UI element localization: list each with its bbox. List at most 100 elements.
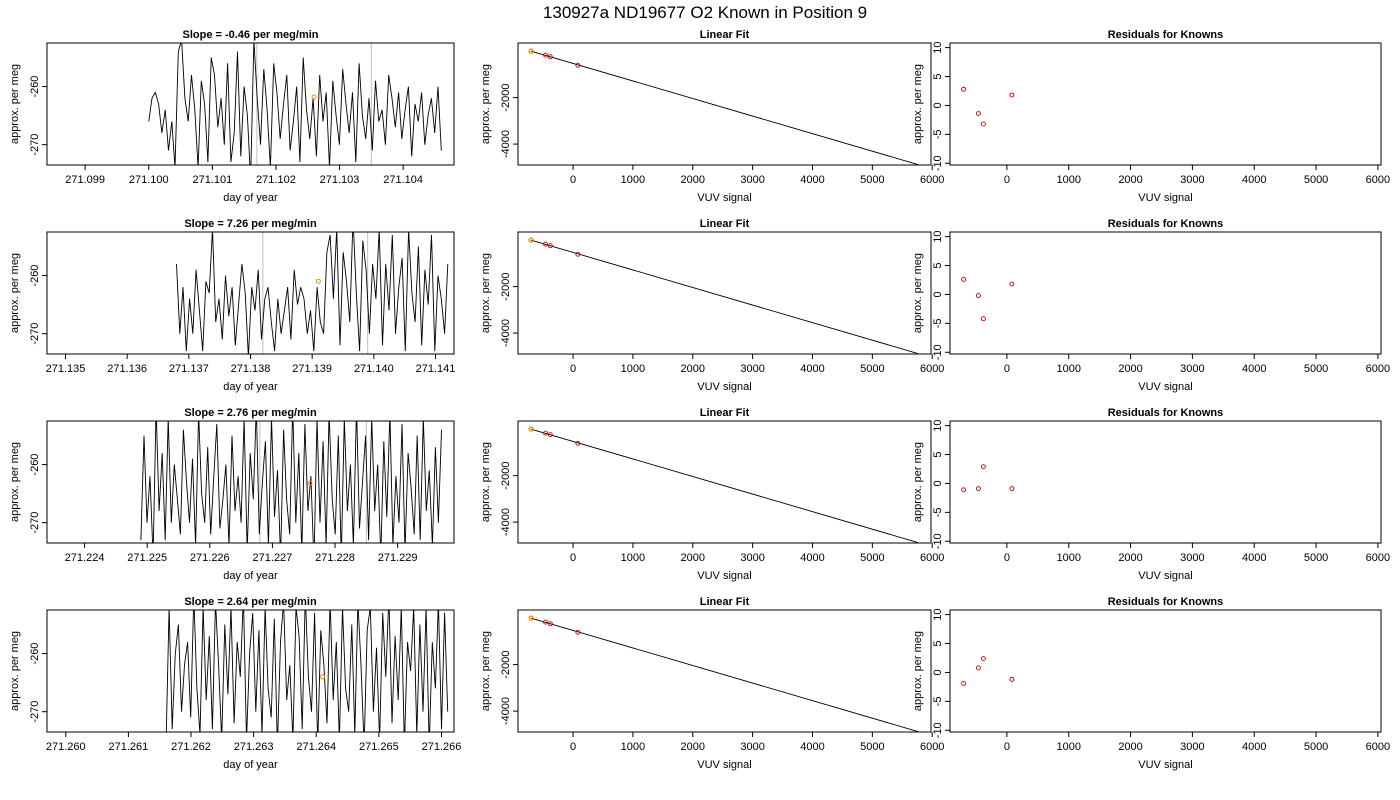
known-point xyxy=(543,52,548,58)
y-tick-label: -5 xyxy=(932,696,944,706)
x-tick-label: 2000 xyxy=(681,363,705,375)
x-tick-label: 5000 xyxy=(860,363,884,375)
x-tick-label: 3000 xyxy=(740,363,764,375)
plot-frame xyxy=(46,609,455,733)
known-point xyxy=(575,251,581,257)
panel-r2-time: Slope = 7.26 per meg/min 271.135 271.136 27… xyxy=(9,218,455,393)
y-tick-label: 10 xyxy=(932,420,944,432)
y-tick-label: -5 xyxy=(932,129,944,139)
x-tick-label: 6000 xyxy=(1366,552,1390,564)
x-tick-label: 1000 xyxy=(621,363,645,375)
x-tick-label: 0 xyxy=(1004,174,1010,186)
known-point xyxy=(547,621,553,627)
y-tick-label: 10 xyxy=(932,42,944,54)
y-axis-label: approx. per meg xyxy=(480,442,492,522)
panel-title: Linear Fit xyxy=(700,29,750,41)
x-tick-label: 271.140 xyxy=(354,363,394,375)
mean-marker xyxy=(307,480,313,486)
plot-frame xyxy=(517,231,932,355)
panel-r2-resid: Residuals for Knowns 0 1000 2000 3000 4000 500… xyxy=(912,218,1390,393)
x-tick-label: 6000 xyxy=(1366,174,1390,186)
plot-area xyxy=(961,464,1015,493)
plot-frame xyxy=(46,420,455,544)
x-tick-label: 6000 xyxy=(920,552,944,564)
x-tick-label: 5000 xyxy=(1304,174,1328,186)
plot-area xyxy=(528,237,918,354)
known-point xyxy=(547,243,553,249)
panel-title: Residuals for Knowns xyxy=(1108,29,1224,41)
x-tick-label: 2000 xyxy=(681,174,705,186)
x-tick-label: 4000 xyxy=(1242,363,1266,375)
y-tick-label: 5 xyxy=(932,451,944,457)
plot-frame xyxy=(517,420,932,544)
y-tick-label: -260 xyxy=(29,76,41,98)
x-tick-label: 271.228 xyxy=(315,552,355,564)
known-point xyxy=(543,430,548,436)
x-tick-label: 3000 xyxy=(740,741,764,753)
x-tick-label: 271.227 xyxy=(253,552,293,564)
panel-r1-fit: Linear Fit 0 1000 2000 3000 4000 5000 6000 -2000… xyxy=(480,29,944,204)
panel-r2-fit: Linear Fit 0 1000 2000 3000 4000 5000 6000 -2000… xyxy=(480,218,944,393)
residual-point xyxy=(975,111,981,116)
x-tick-label: 3000 xyxy=(1180,174,1204,186)
x-tick-label: 4000 xyxy=(800,741,824,753)
panel-r4-resid: Residuals for Knowns 0 1000 2000 3000 4000 500… xyxy=(912,596,1390,771)
y-tick-label: -4000 xyxy=(500,319,512,347)
x-tick-label: 271.224 xyxy=(65,552,105,564)
x-tick-label: 5000 xyxy=(1304,741,1328,753)
panel-r3-resid: Residuals for Knowns 0 1000 2000 3000 4000 500… xyxy=(912,407,1390,582)
x-tick-label: 1000 xyxy=(1056,174,1080,186)
current-point xyxy=(528,48,534,54)
x-tick-label: 4000 xyxy=(800,552,824,564)
x-tick-label: 6000 xyxy=(920,741,944,753)
residual-point xyxy=(961,276,967,282)
x-tick-label: 6000 xyxy=(920,363,944,375)
x-tick-label: 2000 xyxy=(1118,741,1142,753)
current-point xyxy=(528,237,534,243)
signal-trace xyxy=(176,232,449,354)
x-tick-label: 1000 xyxy=(1056,741,1080,753)
y-tick-label: 10 xyxy=(932,231,944,243)
current-point xyxy=(528,426,534,432)
x-tick-label: 271.226 xyxy=(190,552,230,564)
y-tick-label: -2000 xyxy=(500,273,512,301)
panel-title: Residuals for Knowns xyxy=(1108,596,1224,608)
x-tick-label: 3000 xyxy=(740,174,764,186)
panel-title: Linear Fit xyxy=(700,218,750,230)
x-axis-label: VUV signal xyxy=(697,192,751,204)
x-tick-label: 271.137 xyxy=(169,363,209,375)
y-axis-label: approx. per meg xyxy=(912,64,924,144)
x-tick-label: 0 xyxy=(570,552,576,564)
y-tick-label: -4000 xyxy=(500,697,512,725)
y-tick-label: 0 xyxy=(932,291,944,297)
x-tick-label: 271.263 xyxy=(234,741,274,753)
y-axis-label: approx. per meg xyxy=(9,253,21,333)
x-tick-label: 5000 xyxy=(1304,552,1328,564)
fit-line xyxy=(531,428,918,543)
plot-frame xyxy=(46,231,455,355)
x-tick-label: 0 xyxy=(570,174,576,186)
x-axis-label: VUV signal xyxy=(1138,759,1192,771)
plot-area xyxy=(961,276,1015,322)
y-tick-label: -4000 xyxy=(500,508,512,536)
y-tick-label: -260 xyxy=(29,454,41,476)
x-tick-label: 1000 xyxy=(621,552,645,564)
y-axis-label: approx. per meg xyxy=(912,442,924,522)
plot-frame xyxy=(517,42,932,166)
x-tick-label: 271.136 xyxy=(107,363,147,375)
y-axis-label: approx. per meg xyxy=(9,442,21,522)
x-tick-label: 6000 xyxy=(1366,363,1390,375)
x-axis-label: VUV signal xyxy=(1138,570,1192,582)
plot-area xyxy=(528,615,918,732)
x-tick-label: 2000 xyxy=(1118,363,1142,375)
x-tick-label: 5000 xyxy=(860,741,884,753)
plot-area xyxy=(961,86,1015,127)
x-tick-label: 3000 xyxy=(1180,741,1204,753)
x-tick-label: 1000 xyxy=(1056,363,1080,375)
panel-title: Linear Fit xyxy=(700,407,750,419)
x-tick-label: 3000 xyxy=(740,552,764,564)
x-tick-label: 271.229 xyxy=(378,552,418,564)
plot-area xyxy=(148,43,442,165)
x-tick-label: 4000 xyxy=(1242,174,1266,186)
y-tick-label: -270 xyxy=(29,134,41,156)
